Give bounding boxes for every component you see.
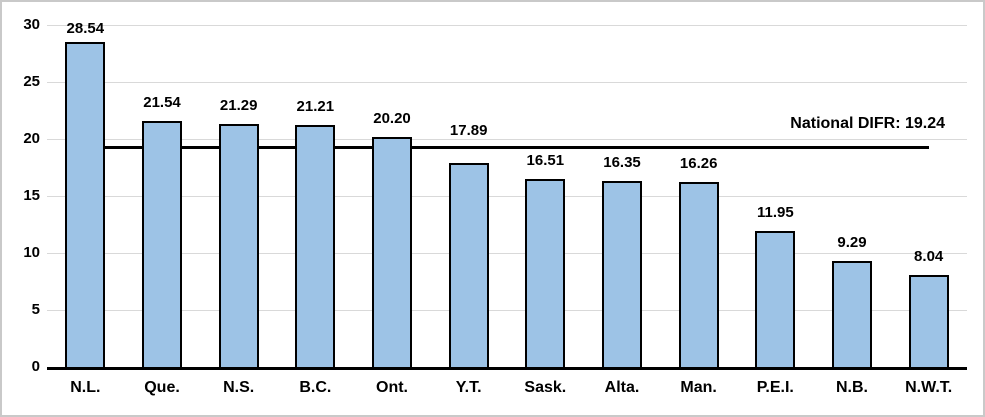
x-axis-label: Sask. bbox=[524, 379, 567, 396]
bar-value-label: 11.95 bbox=[756, 203, 794, 221]
y-axis-tick-label: 25 bbox=[23, 73, 40, 90]
bar-value-label: 21.29 bbox=[219, 97, 258, 115]
bar-value-label: 20.20 bbox=[373, 109, 411, 127]
gridline bbox=[47, 138, 967, 140]
y-axis-tick-label: 10 bbox=[23, 244, 40, 261]
gridline bbox=[47, 24, 967, 26]
x-axis-label: Y.T. bbox=[455, 379, 482, 396]
x-axis-label: Ont. bbox=[376, 379, 408, 396]
bar-value-label: 21.54 bbox=[143, 94, 181, 112]
bar-value-label: 16.51 bbox=[526, 151, 565, 169]
x-axis-label: Alta. bbox=[604, 379, 640, 396]
y-axis: 0 5 10 15 20 25 30 bbox=[2, 2, 40, 415]
x-axis-label: N.L. bbox=[70, 379, 101, 396]
gridline bbox=[47, 81, 967, 83]
bar-value-label: 8.04 bbox=[914, 248, 944, 266]
reference-line bbox=[85, 146, 929, 150]
y-axis-tick-label: 30 bbox=[23, 16, 40, 33]
bar bbox=[142, 121, 182, 367]
bar bbox=[602, 180, 642, 367]
gridline bbox=[47, 252, 967, 254]
bar bbox=[755, 230, 796, 367]
bar bbox=[65, 41, 106, 367]
bar bbox=[908, 275, 949, 367]
bar bbox=[525, 178, 566, 367]
x-axis-label: N.B. bbox=[836, 379, 868, 396]
bar-value-label: 9.29 bbox=[837, 234, 867, 252]
x-axis-label: N.S. bbox=[223, 379, 255, 396]
x-axis-label: P.E.I. bbox=[756, 379, 794, 396]
y-axis-tick-label: 20 bbox=[23, 130, 40, 147]
bar-value-label: 16.35 bbox=[603, 153, 641, 171]
bar bbox=[832, 261, 872, 367]
y-axis-tick-label: 5 bbox=[31, 301, 40, 318]
y-axis-tick-label: 0 bbox=[31, 358, 40, 375]
bar-value-label: 16.26 bbox=[679, 154, 718, 172]
bar-value-label: 28.54 bbox=[66, 19, 105, 37]
bar-value-label: 21.21 bbox=[296, 98, 335, 116]
x-axis-label: Man. bbox=[680, 379, 717, 396]
x-axis-label: Que. bbox=[144, 379, 180, 396]
x-axis: N.L. Que. N.S. B.C. Ont. Y.T. Sask. Alta. Man. P.… bbox=[47, 370, 967, 410]
x-axis-label: B.C. bbox=[299, 379, 332, 396]
bar-value-label: 17.89 bbox=[449, 122, 488, 140]
bar bbox=[218, 124, 259, 367]
x-axis-label: N.W.T. bbox=[905, 379, 953, 396]
bar bbox=[295, 125, 336, 367]
gridline bbox=[47, 195, 967, 197]
bar bbox=[448, 163, 489, 367]
bar bbox=[372, 136, 412, 367]
gridline bbox=[47, 309, 967, 311]
reference-line-label: National DIFR: 19.24 bbox=[790, 114, 945, 132]
bar bbox=[678, 181, 719, 367]
plot-area: National DIFR: 19.24 28.54 21.54 21.29 21.2… bbox=[47, 21, 967, 370]
y-axis-tick-label: 15 bbox=[23, 187, 40, 204]
